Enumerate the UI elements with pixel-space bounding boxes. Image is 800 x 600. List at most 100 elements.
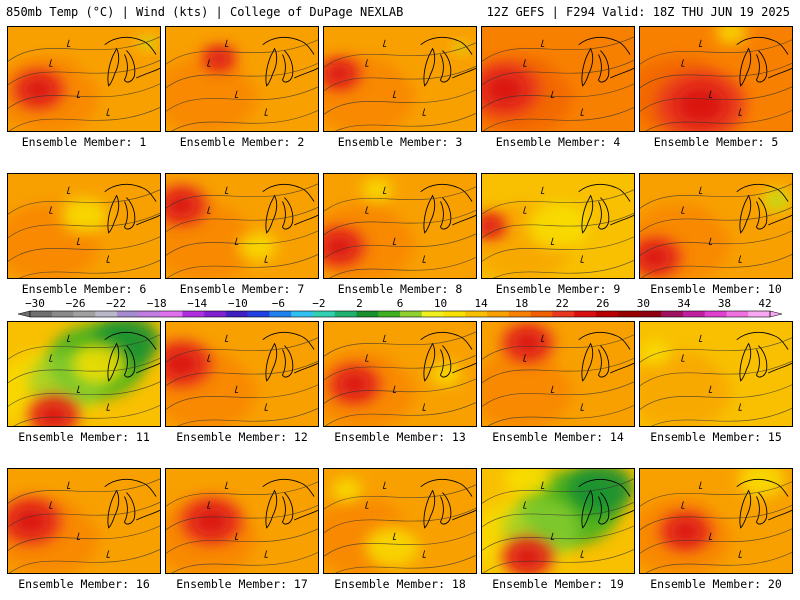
wind-barb (66, 334, 71, 343)
height-contour (324, 484, 476, 510)
great-lakes-outline (420, 331, 476, 382)
wind-barb (392, 532, 397, 541)
ensemble-map-panel (639, 173, 793, 279)
wind-barb (708, 90, 713, 99)
wind-barb (382, 481, 387, 490)
height-contour (482, 549, 634, 573)
temperature-colorbar: −30 −26 −22 −18 −14 −10 −6 −2 2 6 10 14 18 22 26 30 34 38… (17, 297, 783, 318)
height-contour (640, 183, 792, 209)
colorbar-tick-label: −26 (66, 297, 86, 310)
wind-barb (49, 59, 53, 67)
wind-barb (207, 354, 211, 362)
temperature-map (324, 174, 476, 278)
valid-time: 12Z GEFS | F294 Valid: 18Z THU JUN 19 20… (486, 5, 790, 19)
height-contour (482, 60, 634, 86)
height-contour (640, 504, 792, 531)
height-contour (482, 83, 634, 109)
colorbar-swatch (95, 311, 118, 317)
ensemble-member-label: Ensemble Member: 18 (334, 577, 466, 591)
wind-barb (365, 206, 369, 214)
height-contour (487, 405, 634, 426)
height-contour (8, 549, 160, 573)
great-lakes-outline (736, 36, 792, 87)
height-contour (335, 555, 476, 573)
wind-barb (49, 206, 53, 214)
height-contour (8, 189, 160, 215)
great-lakes-outline (262, 36, 318, 87)
height-contour (8, 357, 160, 384)
height-contour (335, 113, 476, 131)
height-contour (8, 525, 160, 551)
ensemble-member-label: Ensemble Member: 20 (650, 577, 782, 591)
ensemble-member-label: Ensemble Member: 5 (653, 135, 779, 149)
ensemble-member-label: Ensemble Member: 9 (495, 282, 621, 296)
wind-barb (224, 39, 229, 48)
ensemble-map-panel (7, 173, 161, 279)
wind-barb (264, 255, 268, 263)
ensemble-map-panel (481, 173, 635, 279)
colorbar-tick-label: 10 (434, 297, 447, 310)
colorbar-tick-label: 38 (718, 297, 731, 310)
temperature-map (8, 469, 160, 573)
wind-barb (681, 206, 685, 214)
temperature-map (166, 174, 318, 278)
ensemble-member-label: Ensemble Member: 2 (179, 135, 305, 149)
colorbar-tick-label: 34 (677, 297, 691, 310)
colorbar-tick-label: 30 (637, 297, 650, 310)
wind-barb (698, 334, 703, 343)
wind-barb (738, 403, 742, 411)
height-contour (324, 402, 476, 426)
wind-barb (738, 108, 742, 116)
height-contour (166, 528, 318, 554)
height-contour (640, 86, 792, 112)
colorbar-swatch (465, 311, 488, 317)
wind-barb (392, 90, 397, 99)
ensemble-map-panel (639, 321, 793, 427)
colorbar-swatch (269, 311, 292, 317)
wind-barb (106, 108, 110, 116)
wind-barb (523, 501, 527, 509)
wind-barb (49, 354, 53, 362)
wind-barb (422, 550, 426, 558)
wind-barb (523, 354, 527, 362)
ensemble-member-label: Ensemble Member: 7 (179, 282, 305, 296)
height-contour (640, 528, 792, 554)
colorbar-swatch (247, 311, 270, 317)
wind-barb (540, 481, 545, 490)
height-contour (482, 189, 634, 215)
colorbar-swatch (443, 311, 466, 317)
height-contour (640, 384, 792, 410)
great-lakes-outline (104, 36, 160, 87)
height-contour (171, 552, 318, 573)
height-contour (640, 360, 792, 387)
wind-barb (106, 403, 110, 411)
wind-barb (392, 237, 397, 246)
ensemble-map-panel (639, 468, 793, 574)
wind-barb (422, 255, 426, 263)
height-contour (482, 107, 634, 131)
height-contour (651, 408, 792, 426)
great-lakes-outline (736, 478, 792, 529)
wind-barb (580, 255, 584, 263)
ensemble-map-panel (7, 468, 161, 574)
wind-barb (540, 39, 545, 48)
height-contour (166, 337, 318, 363)
temperature-map (8, 27, 160, 131)
wind-barb (580, 108, 584, 116)
wind-barb (76, 385, 81, 394)
colorbar-tick-label: −6 (272, 297, 285, 310)
colorbar-swatch (508, 311, 531, 317)
colorbar-swatch (487, 311, 510, 317)
height-contour (8, 83, 160, 109)
wind-barb (698, 186, 703, 195)
wind-barb (550, 90, 555, 99)
height-contour (8, 60, 160, 86)
colorbar-tick-label: −30 (25, 297, 45, 310)
temperature-map (640, 469, 792, 573)
ensemble-member-label: Ensemble Member: 10 (650, 282, 782, 296)
height-contour (640, 230, 792, 256)
ensemble-map-panel (7, 26, 161, 132)
great-lakes-outline (736, 183, 792, 234)
colorbar-tick-label: 2 (356, 297, 363, 310)
colorbar-swatch (661, 311, 684, 317)
